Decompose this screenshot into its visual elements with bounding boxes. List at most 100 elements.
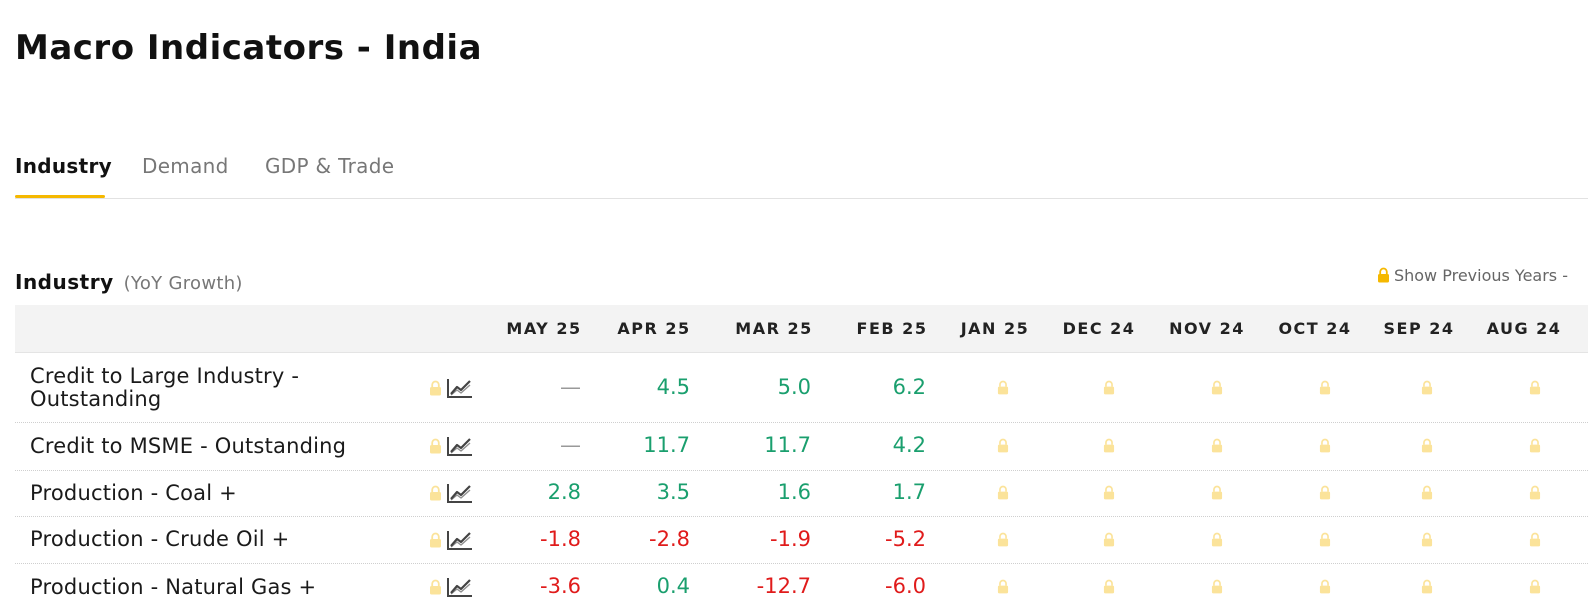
show-previous-years-link[interactable]: Show Previous Years - — [1377, 266, 1568, 287]
row-label-line: Credit to MSME - Outstanding — [30, 433, 347, 458]
value-cell: — — [560, 374, 581, 399]
row-label-line: Outstanding — [30, 386, 162, 411]
value-cell: 6.2 — [892, 374, 926, 399]
locked-cell-icon[interactable] — [1211, 532, 1223, 551]
lock-icon — [1377, 267, 1390, 287]
section-title: Industry — [15, 270, 114, 294]
value-cell: -1.8 — [540, 526, 581, 551]
locked-cell-icon[interactable] — [1211, 380, 1223, 399]
locked-cell-icon[interactable] — [1103, 485, 1115, 504]
column-header: APR 25 — [617, 319, 691, 338]
active-tab-indicator — [15, 195, 105, 198]
value-cell: 4.2 — [892, 433, 926, 457]
line-chart-icon[interactable] — [446, 482, 474, 508]
line-chart-icon[interactable] — [446, 435, 474, 461]
value-cell: -6.0 — [885, 574, 926, 598]
value-cell: 1.7 — [892, 480, 926, 504]
row-label: Credit to Large Industry - Outstanding — [30, 363, 300, 411]
locked-cell-icon[interactable] — [1319, 438, 1331, 457]
locked-cell-icon[interactable] — [1529, 438, 1541, 457]
locked-cell-icon[interactable] — [997, 579, 1009, 598]
show-previous-years-label: Show Previous Years - — [1393, 266, 1568, 285]
table-row: Production - Natural Gas + -3.6 0.4 -12.7 -6… — [15, 563, 1588, 598]
row-label: Credit to MSME - Outstanding — [30, 433, 347, 458]
value-cell: -12.7 — [756, 574, 811, 598]
tab-bar: Industry Demand GDP & Trade — [15, 150, 1588, 199]
row-label-line: Production - Natural Gas + — [30, 574, 317, 598]
locked-cell-icon[interactable] — [1211, 485, 1223, 504]
value-cell: 1.6 — [777, 480, 811, 504]
value-cell: 3.5 — [656, 480, 690, 504]
locked-cell-icon[interactable] — [1211, 579, 1223, 598]
indicators-table: MAY 25 APR 25 MAR 25 FEB 25 JAN 25 DEC 24 NOV … — [15, 305, 1588, 598]
lock-icon — [429, 380, 442, 400]
lock-icon — [429, 485, 442, 505]
locked-cell-icon[interactable] — [997, 532, 1009, 551]
locked-cell-icon[interactable] — [997, 485, 1009, 504]
column-header: JAN 25 — [960, 319, 1030, 338]
row-label: Production - Crude Oil + — [30, 528, 289, 551]
locked-cell-icon[interactable] — [1421, 380, 1433, 399]
locked-cell-icon[interactable] — [1421, 579, 1433, 598]
value-cell: 0.4 — [656, 574, 690, 598]
value-cell: 5.0 — [777, 374, 811, 399]
value-cell: -3.6 — [540, 574, 581, 598]
locked-cell-icon[interactable] — [1103, 532, 1115, 551]
locked-cell-icon[interactable] — [1529, 380, 1541, 399]
value-cell: -2.8 — [649, 526, 690, 551]
page-title: Macro Indicators - India — [15, 28, 483, 68]
value-cell: -5.2 — [885, 526, 926, 551]
locked-cell-icon[interactable] — [1421, 438, 1433, 457]
section-header: Industry (YoY Growth) — [15, 270, 243, 294]
column-header: MAY 25 — [506, 319, 582, 338]
locked-cell-icon[interactable] — [1529, 532, 1541, 551]
section-subtitle: (YoY Growth) — [123, 273, 243, 294]
locked-cell-icon[interactable] — [1211, 438, 1223, 457]
locked-cell-icon[interactable] — [1529, 579, 1541, 598]
table-row: Credit to MSME - Outstanding — 11.7 11.7 4.2 — [15, 422, 1588, 471]
row-label: Production - Natural Gas + — [30, 574, 317, 598]
row-label-line: Production - Coal + — [30, 480, 237, 505]
locked-cell-icon[interactable] — [997, 380, 1009, 399]
value-cell: — — [560, 433, 581, 457]
locked-cell-icon[interactable] — [1529, 485, 1541, 504]
lock-icon — [429, 579, 442, 598]
row-label-line: Credit to Large Industry - — [30, 363, 300, 388]
column-header: NOV 24 — [1169, 319, 1245, 338]
row-label-line: Production - Crude Oil + — [30, 527, 290, 551]
tab-demand[interactable]: Demand — [142, 154, 229, 178]
column-header: FEB 25 — [856, 319, 928, 338]
locked-cell-icon[interactable] — [1319, 485, 1331, 504]
column-header: SEP 24 — [1383, 319, 1455, 338]
locked-cell-icon[interactable] — [1103, 380, 1115, 399]
table-row: Production - Coal + 2.8 3.5 1.6 1.7 — [15, 470, 1588, 517]
value-cell: 2.8 — [547, 480, 581, 504]
table-row: Credit to Large Industry - Outstanding — 4.… — [15, 353, 1588, 423]
tab-industry[interactable]: Industry — [15, 154, 112, 178]
locked-cell-icon[interactable] — [1421, 485, 1433, 504]
lock-icon — [429, 438, 442, 458]
value-cell: -1.9 — [770, 526, 811, 551]
line-chart-icon[interactable] — [446, 529, 474, 555]
tab-gdp-trade[interactable]: GDP & Trade — [265, 154, 395, 178]
locked-cell-icon[interactable] — [1319, 579, 1331, 598]
row-label: Production - Coal + — [30, 480, 237, 505]
table-header: MAY 25 APR 25 MAR 25 FEB 25 JAN 25 DEC 24 NOV … — [15, 305, 1588, 353]
lock-icon — [429, 532, 442, 552]
column-header: OCT 24 — [1278, 319, 1352, 338]
column-header: MAR 25 — [735, 319, 813, 338]
line-chart-icon[interactable] — [446, 377, 474, 403]
locked-cell-icon[interactable] — [1319, 380, 1331, 399]
value-cell: 4.5 — [656, 374, 690, 399]
column-header: DEC 24 — [1062, 319, 1136, 338]
locked-cell-icon[interactable] — [1421, 532, 1433, 551]
value-cell: 11.7 — [764, 433, 811, 457]
table-row: Production - Crude Oil + -1.8 -2.8 -1.9 -5.2 — [15, 516, 1588, 564]
locked-cell-icon[interactable] — [997, 438, 1009, 457]
line-chart-icon[interactable] — [446, 576, 474, 598]
locked-cell-icon[interactable] — [1319, 532, 1331, 551]
column-header: AUG 24 — [1486, 319, 1562, 338]
value-cell: 11.7 — [643, 433, 690, 457]
locked-cell-icon[interactable] — [1103, 438, 1115, 457]
locked-cell-icon[interactable] — [1103, 579, 1115, 598]
